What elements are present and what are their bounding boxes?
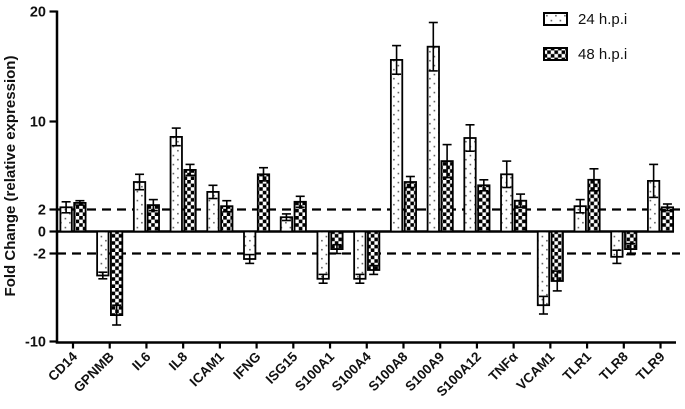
error-bar-S100A12-24hpi	[465, 124, 475, 152]
error-bar-ICAM1-24hpi	[208, 184, 218, 200]
error-bar-TLR1-48hpi	[589, 168, 599, 192]
legend: 24 h.p.i 48 h.p.i	[543, 11, 627, 63]
bar-S100A1-24hpi	[316, 230, 330, 280]
x-tick-label-TLR8: TLR8	[596, 349, 631, 384]
error-bar-S100A9-48hpi	[442, 143, 452, 179]
error-bar-TLR8-48hpi	[626, 242, 636, 256]
legend-label-48hpi: 48 h.p.i	[578, 46, 627, 63]
error-bar-TLR1-24hpi	[575, 198, 585, 214]
error-bar-IFNG-48hpi	[259, 166, 268, 182]
x-tick-label-IL8: IL8	[166, 349, 191, 374]
error-bar-IL6-48hpi	[148, 198, 158, 212]
x-tick-label-TLR9: TLR9	[633, 349, 667, 383]
x-tick-label-VCAM1: VCAM1	[513, 349, 557, 393]
x-tick-label-S100A8: S100A8	[365, 349, 410, 394]
y-tick-label-10: 10	[30, 115, 46, 131]
error-bar-CD14-24hpi	[61, 201, 71, 214]
error-bar-VCAM1-48hpi	[552, 270, 562, 292]
error-bar-TLR9-48hpi	[662, 203, 672, 212]
bar-GPNMB-48hpi	[110, 230, 124, 316]
bar-S100A4-24hpi	[353, 230, 367, 280]
legend-label-24hpi: 24 h.p.i	[578, 11, 627, 28]
error-bar-S100A4-48hpi	[369, 264, 379, 276]
error-bar-ISG15-24hpi	[281, 213, 291, 222]
error-bar-S100A9-24hpi	[428, 21, 438, 72]
bar-IL8-24hpi	[169, 135, 183, 233]
x-tick-label-TLR1: TLR1	[560, 349, 595, 384]
error-bar-S100A12-48hpi	[479, 179, 489, 192]
x-tick-label-IL6: IL6	[129, 349, 154, 374]
x-tick-label-ICAM1: ICAM1	[187, 349, 228, 390]
error-bar-GPNMB-24hpi	[98, 271, 108, 280]
error-bar-ISG15-48hpi	[295, 195, 305, 209]
error-bar-GPNMB-48hpi	[112, 304, 122, 326]
error-bar-IL6-24hpi	[135, 173, 145, 191]
error-bar-S100A1-24hpi	[318, 273, 328, 285]
bar-IFNG-48hpi	[256, 173, 271, 233]
y-tick-label-2: 2	[38, 203, 46, 219]
error-bars	[61, 21, 672, 326]
x-tick-label-IFNG: IFNG	[230, 349, 263, 382]
error-bar-ICAM1-48hpi	[222, 199, 232, 213]
error-bar-CD14-48hpi	[75, 199, 85, 206]
bar-VCAM1-24hpi	[536, 230, 551, 307]
error-bar-TLR9-24hpi	[649, 163, 659, 199]
x-tick-label-S100A1: S100A1	[292, 349, 337, 394]
error-bar-TLR8-24hpi	[612, 249, 622, 265]
error-bar-IL8-48hpi	[185, 163, 195, 177]
y-tick-label-20: 20	[30, 5, 46, 21]
checkered-bar-swatch	[543, 47, 568, 61]
error-bar-S100A1-48hpi	[332, 243, 342, 255]
error-bar-VCAM1-24hpi	[538, 295, 548, 315]
y-tick-label--2: -2	[33, 247, 46, 263]
bar-CD14-48hpi	[73, 201, 87, 233]
y-tick-label--10: -10	[25, 335, 46, 351]
x-tick-label-GPNMB: GPNMB	[71, 349, 117, 395]
y-axis-title: Fold Change (relative expression)	[2, 56, 19, 297]
bar-S100A8-48hpi	[403, 181, 417, 233]
bar-GPNMB-24hpi	[96, 230, 110, 277]
y-tick-label-0: 0	[38, 225, 46, 241]
bar-S100A9-24hpi	[426, 45, 440, 233]
bar-S100A4-48hpi	[367, 230, 381, 271]
error-bar-S100A4-24hpi	[355, 273, 365, 285]
error-bar-S100A8-24hpi	[392, 44, 402, 75]
x-tick-label-S100A4: S100A4	[329, 349, 374, 394]
error-bar-S100A8-48hpi	[405, 175, 415, 189]
dotted-bar-swatch	[543, 12, 568, 26]
bar-S100A12-24hpi	[463, 137, 477, 233]
bar-IL8-48hpi	[183, 168, 197, 233]
error-bar-IL8-24hpi	[171, 127, 181, 147]
error-bar-TNFα-48hpi	[516, 193, 526, 209]
bar-S100A12-48hpi	[477, 184, 491, 233]
bars	[59, 45, 675, 316]
bar-S100A8-24hpi	[389, 59, 404, 233]
error-bar-IFNG-24hpi	[245, 253, 255, 265]
error-bar-TNFα-24hpi	[502, 160, 512, 189]
